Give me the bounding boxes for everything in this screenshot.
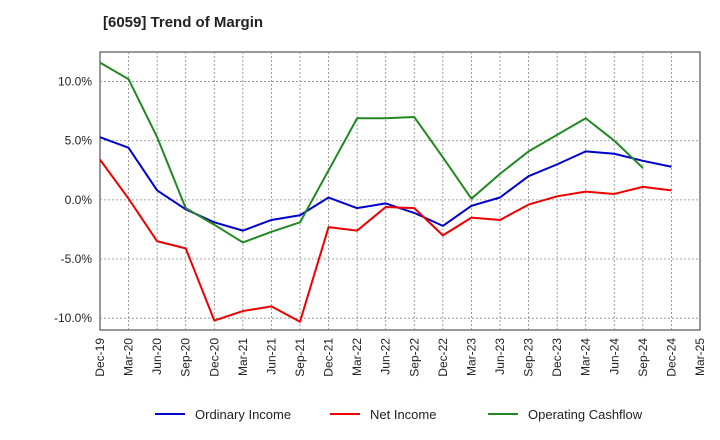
x-tick-label: Jun-23 [493, 338, 507, 375]
y-tick-label: -10.0% [54, 311, 92, 325]
x-tick-label: Dec-19 [93, 338, 107, 377]
y-tick-label: 10.0% [58, 75, 92, 89]
legend: Ordinary Income Net Income Operating Cashf… [155, 407, 643, 422]
series-line-operating-cashflow [99, 61, 644, 244]
x-tick-label: Mar-20 [122, 338, 136, 376]
x-tick-label: Dec-22 [436, 338, 450, 377]
x-tick-label: Dec-20 [207, 338, 221, 377]
x-tick-label: Mar-22 [350, 338, 364, 376]
x-tick-label: Sep-20 [179, 338, 193, 377]
x-tick-label: Mar-24 [579, 338, 593, 376]
x-tick-label: Sep-22 [407, 338, 421, 377]
chart-title: [6059] Trend of Margin [103, 14, 264, 31]
x-tick-label: Jun-24 [607, 338, 621, 375]
x-tick-label: Mar-25 [693, 338, 707, 376]
legend-label-ordinary-income: Ordinary Income [195, 407, 291, 422]
x-tick-label: Sep-21 [293, 338, 307, 377]
x-tick-label: Jun-21 [264, 338, 278, 375]
series-layer [99, 61, 672, 323]
plot-frame [99, 51, 701, 331]
x-tick-label: Dec-24 [664, 338, 678, 377]
x-tick-label: Dec-23 [550, 338, 564, 377]
x-tick-label: Mar-23 [464, 338, 478, 376]
x-tick-label: Dec-21 [322, 338, 336, 377]
series-line-net-income [99, 159, 672, 323]
grid-layer [99, 51, 701, 331]
y-tick-label: -5.0% [61, 252, 93, 266]
x-tick-label: Jun-22 [379, 338, 393, 375]
x-tick-label: Jun-20 [150, 338, 164, 375]
legend-label-operating-cashflow: Operating Cashflow [528, 407, 643, 422]
axis-layer: 10.0% 5.0% 0.0% -5.0% -10.0%Dec-19 Mar-20 Jun-… [54, 75, 707, 377]
x-tick-label: Sep-23 [522, 338, 536, 377]
legend-label-net-income: Net Income [370, 407, 436, 422]
x-tick-label: Mar-21 [236, 338, 250, 376]
x-tick-label: Sep-24 [636, 338, 650, 377]
y-tick-label: 0.0% [65, 193, 93, 207]
y-tick-label: 5.0% [65, 134, 93, 148]
